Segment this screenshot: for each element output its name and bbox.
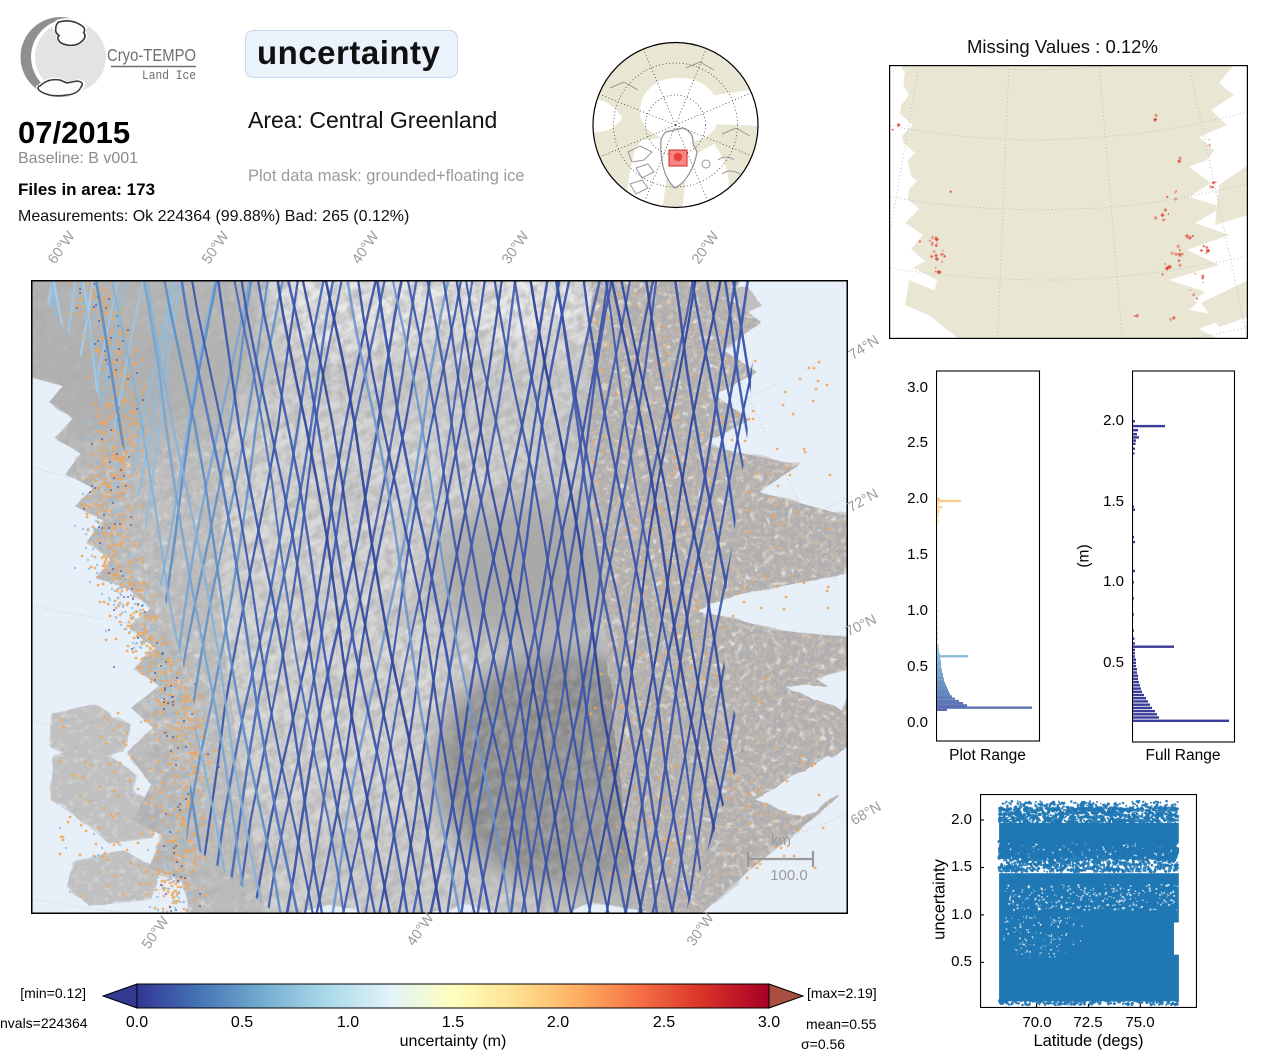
svg-text:Cryo-TEMPO: Cryo-TEMPO — [107, 45, 196, 65]
svg-text:Land Ice: Land Ice — [142, 68, 196, 83]
svg-text:km: km — [771, 832, 791, 849]
svg-text:100.0: 100.0 — [770, 867, 808, 884]
